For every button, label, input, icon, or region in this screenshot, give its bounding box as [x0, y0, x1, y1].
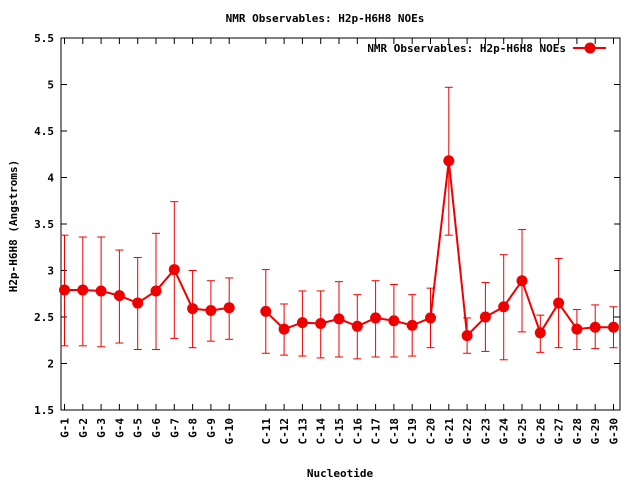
x-tick-label: G-7: [168, 418, 181, 438]
x-tick-label: G-4: [113, 418, 126, 438]
data-point: [150, 285, 162, 297]
data-point: [168, 264, 180, 276]
x-tick-label: G-2: [77, 418, 90, 438]
data-point: [406, 319, 418, 331]
x-tick-label: G-25: [516, 418, 529, 445]
x-tick-label: G-21: [443, 418, 456, 445]
data-point: [425, 312, 436, 324]
data-point: [333, 313, 345, 325]
data-point: [516, 275, 528, 287]
x-tick-label: G-22: [461, 418, 474, 445]
data-point: [59, 284, 70, 296]
data-point: [278, 323, 290, 335]
x-tick-label: G-27: [553, 418, 566, 445]
data-point: [296, 317, 308, 329]
series-line: [64, 267, 230, 312]
x-tick-label: G-8: [187, 418, 200, 438]
x-tick-label: C-13: [296, 418, 309, 445]
x-tick-label: G-30: [608, 418, 621, 445]
y-tick-label: 5.5: [34, 32, 54, 45]
x-tick-label: G-1: [59, 418, 72, 438]
y-tick-label: 3: [47, 265, 54, 278]
x-tick-label: C-17: [370, 418, 383, 445]
data-point: [77, 284, 89, 296]
x-tick-label: G-24: [498, 418, 511, 445]
x-tick-label: C-20: [425, 418, 438, 445]
plot-frame: [60, 37, 621, 411]
x-tick-label: C-12: [278, 418, 291, 445]
x-tick-label: G-29: [589, 418, 602, 445]
data-point: [370, 312, 382, 324]
data-point: [571, 323, 583, 335]
data-point: [260, 305, 272, 317]
x-tick-label: G-6: [150, 418, 163, 438]
data-point: [608, 321, 619, 333]
data-point: [553, 297, 565, 309]
x-tick-label: G-23: [479, 418, 492, 445]
x-tick-label: G-26: [534, 418, 547, 445]
y-tick-label: 4: [47, 172, 54, 185]
data-point: [223, 302, 235, 314]
x-tick-label: C-14: [315, 418, 328, 445]
data-point: [132, 297, 144, 309]
data-point: [187, 303, 199, 315]
y-tick-label: 4.5: [34, 125, 54, 138]
y-tick-label: 3.5: [34, 218, 54, 231]
data-point: [95, 285, 107, 297]
x-tick-label: C-16: [351, 418, 364, 445]
data-point: [351, 320, 363, 332]
y-tick-label: 5: [47, 79, 54, 92]
legend: NMR Observables: H2p-H6H8 NOEs: [367, 42, 606, 55]
y-axis-label: H2p-H6H8 (Angstroms): [7, 160, 20, 292]
legend-label: NMR Observables: H2p-H6H8 NOEs: [367, 42, 566, 55]
data-point: [534, 327, 546, 339]
data-point: [498, 301, 510, 313]
x-tick-label: C-19: [406, 418, 419, 445]
y-tick-label: 2: [47, 358, 54, 371]
data-point: [461, 330, 473, 342]
x-tick-label: G-3: [95, 418, 108, 438]
data-points: [59, 155, 619, 342]
x-tick-label: C-15: [333, 418, 346, 445]
series-line: [265, 160, 614, 338]
data-point: [315, 318, 327, 330]
x-tick-label: C-11: [260, 418, 273, 445]
x-tick-label: G-10: [223, 418, 236, 445]
axes: 1.5 2 2.5 3 3.5 4 4.5 5 5.5 G-1 G-2 G-3 G-4 G-5 G-6 G-7…: [34, 32, 621, 445]
x-tick-label: C-18: [388, 418, 401, 445]
data-point: [589, 321, 601, 333]
legend-marker: [584, 42, 596, 54]
data-point: [205, 304, 217, 316]
data-point: [113, 290, 125, 302]
data-point: [443, 155, 455, 167]
data-point: [388, 315, 400, 327]
data-point: [479, 311, 491, 323]
y-tick-label: 1.5: [34, 404, 54, 417]
x-axis-label: Nucleotide: [307, 467, 374, 480]
x-tick-label: G-9: [205, 418, 218, 438]
x-tick-label: G-28: [571, 418, 584, 445]
x-tick-label: G-5: [132, 418, 145, 438]
y-tick-label: 2.5: [34, 311, 54, 324]
chart-title: NMR Observables: H2p-H6H8 NOEs: [226, 12, 425, 25]
